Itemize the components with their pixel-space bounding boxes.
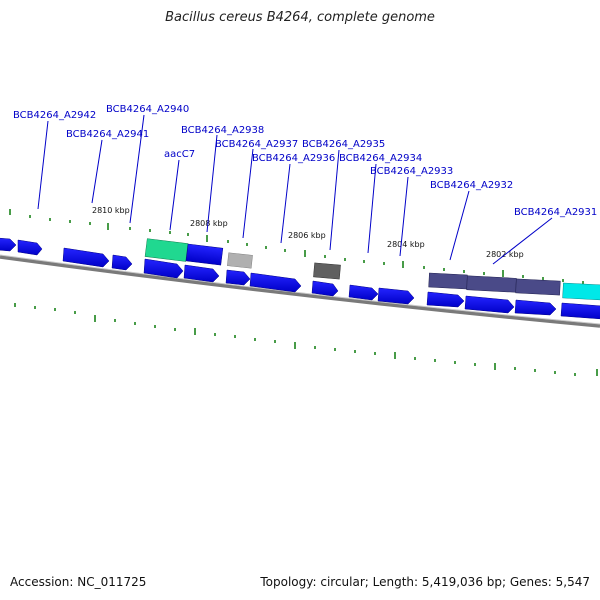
kbp-label-2804: 2804 kbp bbox=[387, 240, 425, 249]
gene-arrow[interactable] bbox=[348, 284, 379, 301]
gene-arrow[interactable] bbox=[560, 302, 600, 320]
gene-arrow[interactable] bbox=[225, 269, 251, 286]
gene-label-BCB4264_A2942[interactable]: BCB4264_A2942 bbox=[13, 110, 96, 121]
genome-summary-text: Topology: circular; Length: 5,419,036 bp… bbox=[260, 575, 590, 589]
kbp-label-2808: 2808 kbp bbox=[190, 219, 228, 228]
gene-arrow[interactable] bbox=[514, 299, 557, 316]
gene-label-BCB4264_A2931[interactable]: BCB4264_A2931 bbox=[514, 207, 597, 218]
kbp-label-2810: 2810 kbp bbox=[92, 206, 130, 215]
map-title: Bacillus cereus B4264, complete genome bbox=[165, 10, 435, 25]
gene-BCB4264_A2938[interactable] bbox=[185, 243, 224, 266]
gene-label-aacC7[interactable]: aacC7 bbox=[164, 149, 195, 160]
gene-label-BCB4264_A2932[interactable]: BCB4264_A2932 bbox=[430, 180, 513, 191]
gene-label-BCB4264_A2940[interactable]: BCB4264_A2940 bbox=[106, 104, 189, 115]
gene-arrow[interactable] bbox=[183, 264, 220, 283]
gene-arrow[interactable] bbox=[143, 258, 184, 279]
gene-BCB4264_A2932-part3[interactable] bbox=[515, 278, 561, 296]
reverse-strand-genes[interactable] bbox=[143, 258, 600, 320]
inner-scale-ticks bbox=[14, 303, 598, 376]
gene-label-BCB4264_A2935[interactable]: BCB4264_A2935 bbox=[302, 139, 385, 150]
gene-arrow[interactable] bbox=[426, 291, 465, 308]
gene-label-BCB4264_A2933[interactable]: BCB4264_A2933 bbox=[370, 166, 453, 177]
gene-label-BCB4264_A2938[interactable]: BCB4264_A2938 bbox=[181, 125, 264, 136]
genome-backbone bbox=[0, 255, 600, 328]
outer-scale-ticks bbox=[9, 209, 584, 284]
gene-label-BCB4264_A2934[interactable]: BCB4264_A2934 bbox=[339, 153, 422, 164]
gene-arrow[interactable] bbox=[62, 247, 110, 268]
label-leader-lines bbox=[37, 114, 553, 265]
gene-arrow[interactable] bbox=[0, 237, 17, 252]
gene-arrow[interactable] bbox=[377, 287, 415, 305]
forward-strand-genes[interactable] bbox=[0, 237, 600, 301]
accession-text: Accession: NC_011725 bbox=[10, 575, 147, 589]
gene-BCB4264_A2932-part1[interactable] bbox=[428, 272, 468, 290]
gene-label-BCB4264_A2936[interactable]: BCB4264_A2936 bbox=[252, 153, 335, 164]
gene-arrow[interactable] bbox=[249, 272, 302, 293]
gene-BCB4264_A2937[interactable] bbox=[227, 252, 253, 269]
gene-BCB4264_A2931[interactable] bbox=[562, 282, 600, 301]
gene-arrow[interactable] bbox=[111, 254, 133, 271]
genome-backbone-highlight bbox=[0, 254, 600, 325]
gene-BCB4264_A2932-part2[interactable] bbox=[466, 275, 517, 293]
gene-aacC7[interactable] bbox=[144, 238, 189, 262]
gene-arrow[interactable] bbox=[17, 239, 43, 256]
gene-BCB4264_A2935[interactable] bbox=[313, 262, 341, 280]
gene-label-BCB4264_A2937[interactable]: BCB4264_A2937 bbox=[215, 139, 298, 150]
gene-arrow[interactable] bbox=[311, 280, 339, 297]
gene-label-BCB4264_A2941[interactable]: BCB4264_A2941 bbox=[66, 129, 149, 140]
gene-arrow[interactable] bbox=[464, 295, 515, 314]
kbp-label-2806: 2806 kbp bbox=[288, 231, 326, 240]
